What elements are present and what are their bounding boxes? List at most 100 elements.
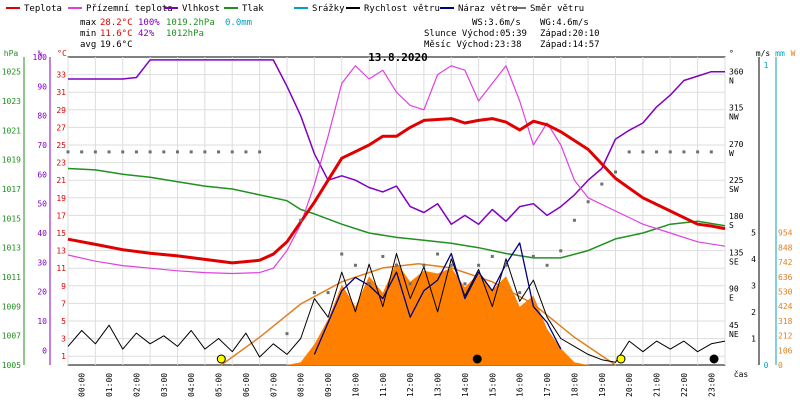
unit-dir: ° bbox=[729, 49, 734, 58]
wind-dir-point-0 bbox=[67, 150, 70, 153]
wind-dir-point-31 bbox=[505, 264, 508, 267]
dir-tick-lbl-5: W bbox=[729, 149, 734, 158]
solar-tick-0: 0 bbox=[778, 361, 783, 370]
stat-min-label: min bbox=[80, 29, 96, 39]
dir-tick-deg-6: 315 bbox=[729, 104, 744, 113]
time-label-3: 03:00 bbox=[160, 373, 169, 397]
temp-tick-10: 21 bbox=[56, 176, 66, 185]
wind-dir-point-4 bbox=[121, 150, 124, 153]
dir-tick-deg-7: 360 bbox=[729, 67, 744, 76]
time-label-7: 07:00 bbox=[269, 373, 278, 397]
time-label-22: 22:00 bbox=[680, 373, 689, 397]
legend-label-2: Vlhkost bbox=[182, 4, 220, 14]
temp-tick-1: 3 bbox=[61, 335, 66, 344]
time-label-11: 11:00 bbox=[379, 373, 388, 397]
time-label-1: 01:00 bbox=[105, 373, 114, 397]
time-label-12: 12:00 bbox=[406, 373, 415, 397]
stat-min-hum: 42% bbox=[138, 29, 155, 39]
info-sun: Slunce Východ:05:39 bbox=[424, 29, 527, 39]
dir-tick-deg-1: 90 bbox=[729, 285, 739, 294]
temp-tick-2: 5 bbox=[61, 317, 66, 326]
sunset-marker bbox=[617, 355, 625, 363]
time-label-5: 05:00 bbox=[215, 373, 224, 397]
temp-tick-15: 31 bbox=[56, 88, 66, 97]
wind-dir-point-25 bbox=[422, 264, 425, 267]
stat-max-temp: 28.2°C bbox=[100, 18, 133, 28]
info-moonset: Západ:14:57 bbox=[540, 40, 600, 50]
temp-tick-0: 1 bbox=[61, 352, 66, 361]
dir-tick-lbl-0: NE bbox=[729, 330, 739, 339]
unit-temp: °C bbox=[57, 49, 67, 58]
wind-dir-point-28 bbox=[463, 282, 466, 285]
wind-dir-point-21 bbox=[368, 282, 371, 285]
wind-dir-point-33 bbox=[532, 255, 535, 258]
press-tick-7: 1019 bbox=[2, 156, 21, 165]
dir-tick-deg-5: 270 bbox=[729, 140, 744, 149]
wind-dir-point-22 bbox=[381, 255, 384, 258]
stat-max-hum: 100% bbox=[138, 18, 160, 28]
wind-dir-point-6 bbox=[149, 150, 152, 153]
stat-min-press: 1012hPa bbox=[166, 29, 204, 39]
wind-dir-point-38 bbox=[600, 183, 603, 186]
press-tick-10: 1025 bbox=[2, 68, 21, 77]
wind-dir-point-1 bbox=[80, 150, 83, 153]
dir-tick-deg-0: 45 bbox=[729, 321, 739, 330]
wind-dir-point-14 bbox=[258, 150, 261, 153]
speed-tick-4: 5 bbox=[751, 228, 756, 237]
time-label-19: 19:00 bbox=[598, 373, 607, 397]
legend-label-5: Rychlost větru bbox=[364, 4, 440, 14]
time-label-10: 10:00 bbox=[351, 373, 360, 397]
wind-dir-point-11 bbox=[217, 150, 220, 153]
speed-tick-0: 1 bbox=[751, 334, 756, 343]
dir-tick-lbl-2: SE bbox=[729, 257, 739, 266]
time-label-21: 21:00 bbox=[653, 373, 662, 397]
solar-tick-6: 636 bbox=[778, 273, 793, 282]
wind-dir-point-40 bbox=[628, 150, 631, 153]
temp-tick-12: 25 bbox=[56, 141, 66, 150]
wind-dir-point-7 bbox=[162, 150, 165, 153]
temp-tick-3: 7 bbox=[61, 299, 66, 308]
hum-tick-3: 30 bbox=[37, 258, 47, 267]
wind-dir-point-41 bbox=[641, 150, 644, 153]
dir-tick-lbl-6: NW bbox=[729, 113, 739, 122]
stat-max-press: 1019.2hPa bbox=[166, 18, 215, 28]
chart-title: 13.8.2020 bbox=[368, 51, 428, 64]
rain-tick-0: 0 bbox=[764, 361, 769, 370]
hum-tick-6: 60 bbox=[37, 170, 47, 179]
unit-speed: m/s bbox=[756, 49, 771, 58]
dir-tick-lbl-1: E bbox=[729, 294, 734, 303]
wind-dir-point-10 bbox=[203, 150, 206, 153]
temp-tick-5: 11 bbox=[56, 264, 66, 273]
time-label-8: 08:00 bbox=[297, 373, 306, 397]
legend-label-1: Přízemní teplota bbox=[86, 4, 173, 14]
solar-tick-4: 424 bbox=[778, 302, 793, 311]
sunrise-marker bbox=[217, 355, 225, 363]
rain-tick-1: 1 bbox=[764, 61, 769, 70]
legend-label-7: Směr větru bbox=[530, 4, 584, 14]
time-label-23: 23:00 bbox=[707, 373, 716, 397]
temp-tick-7: 15 bbox=[56, 229, 66, 238]
moonset-marker bbox=[473, 355, 481, 363]
wind-dir-point-30 bbox=[491, 255, 494, 258]
wind-dir-point-34 bbox=[546, 264, 549, 267]
wind-dir-point-8 bbox=[176, 150, 179, 153]
solar-tick-7: 742 bbox=[778, 258, 793, 267]
legend-label-3: Tlak bbox=[242, 4, 264, 14]
solar-tick-2: 212 bbox=[778, 332, 793, 341]
wind-dir-point-16 bbox=[299, 219, 302, 222]
time-label-2: 02:00 bbox=[132, 373, 141, 397]
time-label-4: 04:00 bbox=[187, 373, 196, 397]
stat-avg-label: avg bbox=[80, 40, 96, 50]
info-sunset: Západ:20:10 bbox=[540, 29, 600, 39]
time-label-0: 00:00 bbox=[78, 373, 87, 397]
speed-tick-1: 2 bbox=[751, 308, 756, 317]
unit-rain: mm bbox=[775, 49, 785, 58]
info-moon: Měsíc Východ:23:38 bbox=[424, 40, 522, 50]
wind-dir-point-26 bbox=[436, 253, 439, 256]
wind-dir-point-24 bbox=[409, 282, 412, 285]
solar-tick-9: 954 bbox=[778, 229, 793, 238]
wind-dir-point-29 bbox=[477, 264, 480, 267]
temp-tick-4: 9 bbox=[61, 282, 66, 291]
wind-dir-point-12 bbox=[231, 150, 234, 153]
